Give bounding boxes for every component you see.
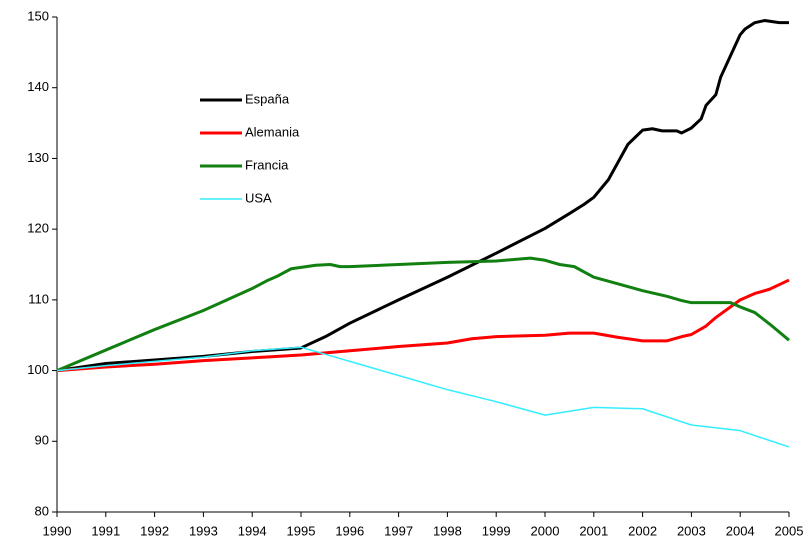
x-tick-label: 1997 xyxy=(384,523,413,538)
x-tick-label: 1996 xyxy=(335,523,364,538)
legend-label: España xyxy=(245,91,290,106)
y-tick-label: 110 xyxy=(28,291,49,306)
y-tick-label: 150 xyxy=(27,8,49,23)
y-tick-label: 140 xyxy=(27,79,49,94)
x-tick-label: 1992 xyxy=(140,523,169,538)
y-tick-label: 80 xyxy=(35,503,49,518)
x-tick-label: 1999 xyxy=(482,523,511,538)
line-series xyxy=(56,19,789,373)
x-tick-label: 2000 xyxy=(531,523,560,538)
line-series xyxy=(56,346,790,448)
x-tick-label: 1995 xyxy=(287,523,316,538)
line-series xyxy=(56,256,790,372)
x-tick-label: 1990 xyxy=(43,523,72,538)
x-tick-label: 1993 xyxy=(189,523,218,538)
y-tick-label: 100 xyxy=(27,362,49,377)
line-series xyxy=(56,278,790,373)
x-tick-label: 1991 xyxy=(91,523,120,538)
legend-label: Francia xyxy=(245,157,289,172)
y-tick-label: 120 xyxy=(27,221,49,236)
x-tick-label: 1994 xyxy=(238,523,267,538)
x-tick-label: 2001 xyxy=(579,523,608,538)
legend-label: USA xyxy=(245,190,272,205)
x-tick-label: 1998 xyxy=(433,523,462,538)
x-tick-label: 2004 xyxy=(726,523,755,538)
y-tick-label: 90 xyxy=(35,433,49,448)
x-tick-label: 2002 xyxy=(628,523,657,538)
y-tick-label: 130 xyxy=(27,150,49,165)
x-tick-label: 2005 xyxy=(775,523,804,538)
x-tick-label: 2003 xyxy=(677,523,706,538)
legend-label: Alemania xyxy=(245,124,300,139)
